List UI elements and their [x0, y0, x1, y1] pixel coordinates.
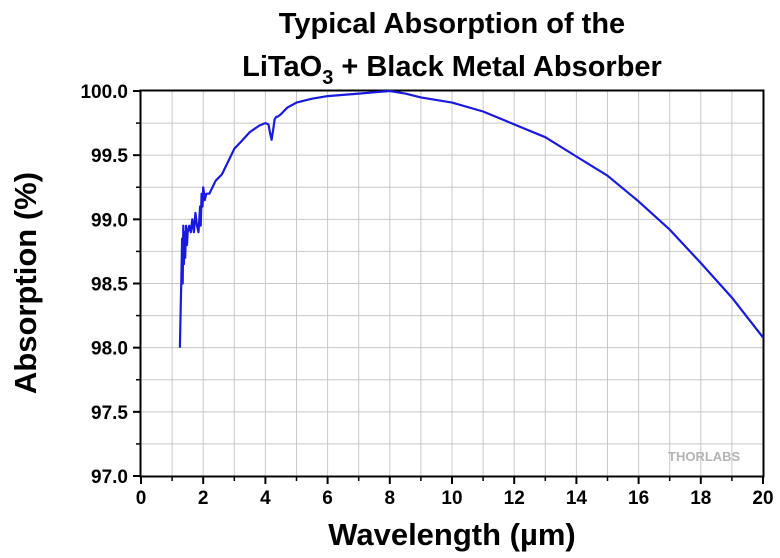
x-tick-label: 8 [385, 488, 396, 509]
x-tick-label: 4 [260, 488, 271, 509]
grid [141, 91, 763, 476]
y-tick-label: 97.0 [91, 467, 128, 488]
chart-title-rest: + Black Metal Absorber [333, 51, 662, 83]
x-tick-label: 14 [566, 488, 588, 509]
x-tick-label: 2 [198, 488, 209, 509]
axis-ticks [133, 90, 764, 484]
y-tick-label: 100.0 [80, 82, 128, 103]
x-tick-label: 18 [690, 488, 711, 509]
y-tick-label: 98.0 [91, 339, 128, 360]
y-tick-label: 98.5 [91, 275, 128, 296]
x-tick-label: 12 [504, 488, 525, 509]
x-tick-label: 0 [136, 488, 147, 509]
y-tick-label: 99.0 [91, 210, 128, 231]
x-tick-label: 16 [628, 488, 649, 509]
chart-title-subscript: 3 [322, 67, 333, 89]
plot-frame [139, 89, 765, 478]
chart-title-formula: LiTaO [242, 51, 322, 83]
chart-title-line-2: LiTaO3 + Black Metal Absorber [242, 51, 662, 89]
y-tick-label: 99.5 [91, 146, 128, 167]
y-axis-label: Absorption (%) [8, 172, 43, 394]
absorption-series-line [178, 89, 764, 348]
x-tick-label: 6 [322, 488, 333, 509]
x-axis-label: Wavelength (µm) [328, 517, 576, 552]
chart-title-line-1: Typical Absorption of the [279, 8, 625, 40]
x-tick-label: 20 [752, 488, 773, 509]
thorlabs-watermark: THORLABS [668, 449, 741, 464]
x-tick-label: 10 [441, 488, 462, 509]
tick-labels: 0 2 4 6 8 10 12 14 16 18 20 97.0 97.5 98.0 98.5 99.0 99.… [80, 82, 773, 509]
y-tick-label: 97.5 [91, 403, 128, 424]
